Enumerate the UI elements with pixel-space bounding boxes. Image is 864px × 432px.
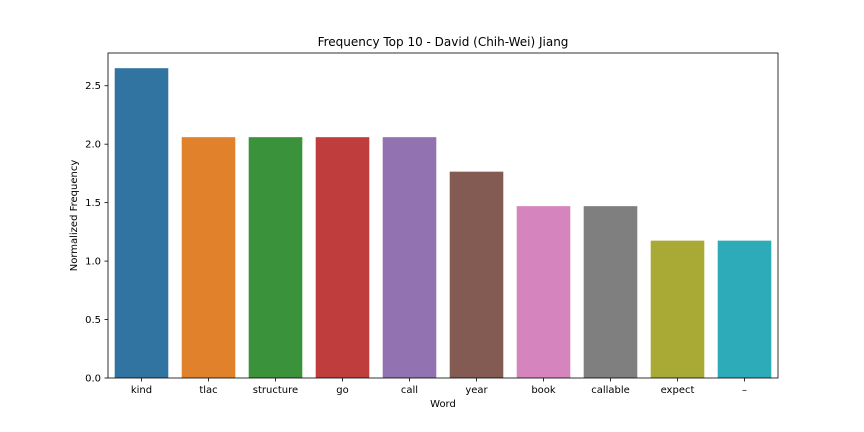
x-axis-label: Word [430, 399, 456, 410]
y-axis-ticks: 0.0 0.5 1.0 1.5 2.0 2.5 [85, 81, 108, 385]
y-tick-label: 2.0 [85, 140, 101, 151]
y-tick-label: 0.0 [85, 374, 101, 385]
x-axis-ticks: kind tlac structure go call year book callable e… [131, 378, 747, 396]
bar-7 [583, 206, 638, 378]
x-tick-label: year [465, 385, 488, 396]
x-tick-label: book [531, 385, 556, 396]
x-tick-label: tlac [199, 385, 217, 396]
x-tick-label: call [401, 385, 418, 396]
bar-2 [248, 137, 303, 378]
x-tick-label: – [742, 385, 747, 396]
plot-frame [107, 52, 779, 379]
chart-title: Frequency Top 10 - David (Chih-Wei) Jian… [318, 35, 569, 49]
y-tick-label: 1.5 [85, 198, 101, 209]
x-tick-label: kind [131, 385, 152, 396]
x-tick-label: expect [661, 385, 695, 396]
bar-6 [516, 206, 571, 378]
x-tick-label: go [336, 385, 348, 396]
bars-group [114, 68, 772, 378]
bar-5 [449, 171, 504, 378]
bar-0 [114, 68, 169, 378]
bar-4 [382, 137, 437, 378]
bar-3 [315, 137, 370, 378]
bar-8 [650, 240, 705, 378]
x-tick-label: structure [253, 385, 298, 396]
y-axis-label: Normalized Frequency [69, 160, 80, 272]
y-tick-label: 1.0 [85, 257, 101, 268]
y-tick-label: 2.5 [85, 81, 101, 92]
y-tick-label: 0.5 [85, 315, 101, 326]
bar-1 [181, 137, 236, 378]
bar-9 [717, 240, 772, 378]
x-tick-label: callable [591, 385, 630, 396]
